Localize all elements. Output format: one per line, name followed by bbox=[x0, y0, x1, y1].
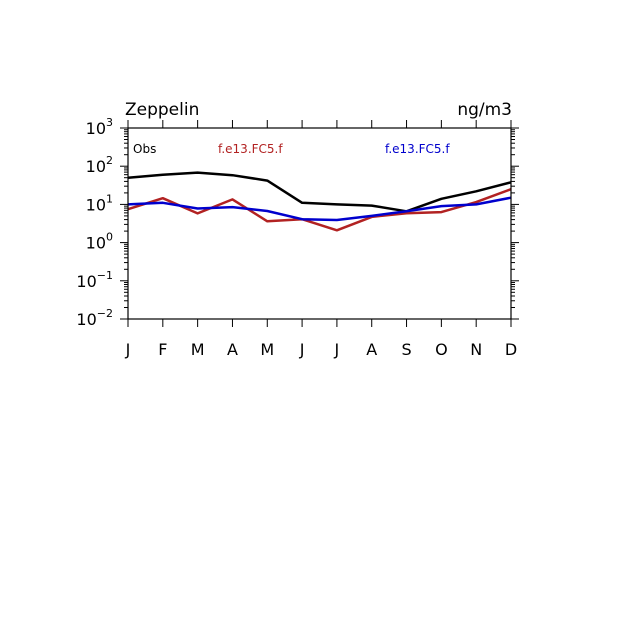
x-tick-label: A bbox=[227, 340, 238, 359]
series-line-1 bbox=[127, 171, 512, 213]
x-tick-label: J bbox=[125, 340, 131, 359]
y-axis-tick-labels: 10−2 10−1 100 101 102 103 bbox=[76, 116, 113, 329]
x-tick-label: A bbox=[366, 340, 377, 359]
series-line-2 bbox=[127, 188, 512, 232]
legend-label-series-2: f.e13.FC5.f bbox=[218, 142, 283, 156]
x-tick-label: O bbox=[435, 340, 448, 359]
series-line-3 bbox=[127, 196, 512, 222]
chart-title-left: Zeppelin bbox=[125, 100, 199, 120]
plot-frame bbox=[127, 127, 512, 320]
x-tick-label: M bbox=[260, 340, 274, 359]
x-tick-label: S bbox=[401, 340, 411, 359]
x-tick-label: N bbox=[470, 340, 482, 359]
x-tick-label: M bbox=[191, 340, 205, 359]
y-tick-label: 10−1 bbox=[76, 269, 113, 291]
chart-title-right: ng/m3 bbox=[457, 100, 512, 120]
y-tick-label: 103 bbox=[86, 116, 113, 138]
x-tick-label: D bbox=[505, 340, 517, 359]
series-lines bbox=[127, 171, 512, 232]
y-tick-label: 100 bbox=[86, 231, 113, 253]
legend-label-series-3: f.e13.FC5.f bbox=[385, 142, 450, 156]
y-tick-label: 102 bbox=[86, 154, 113, 176]
x-tick-label: F bbox=[158, 340, 167, 359]
y-tick-label: 10−2 bbox=[76, 307, 113, 329]
axis-ticks bbox=[120, 120, 519, 327]
legend-label-obs: Obs bbox=[133, 142, 156, 156]
x-tick-label: J bbox=[334, 340, 340, 359]
x-tick-label: J bbox=[299, 340, 305, 359]
y-tick-label: 101 bbox=[86, 192, 113, 214]
